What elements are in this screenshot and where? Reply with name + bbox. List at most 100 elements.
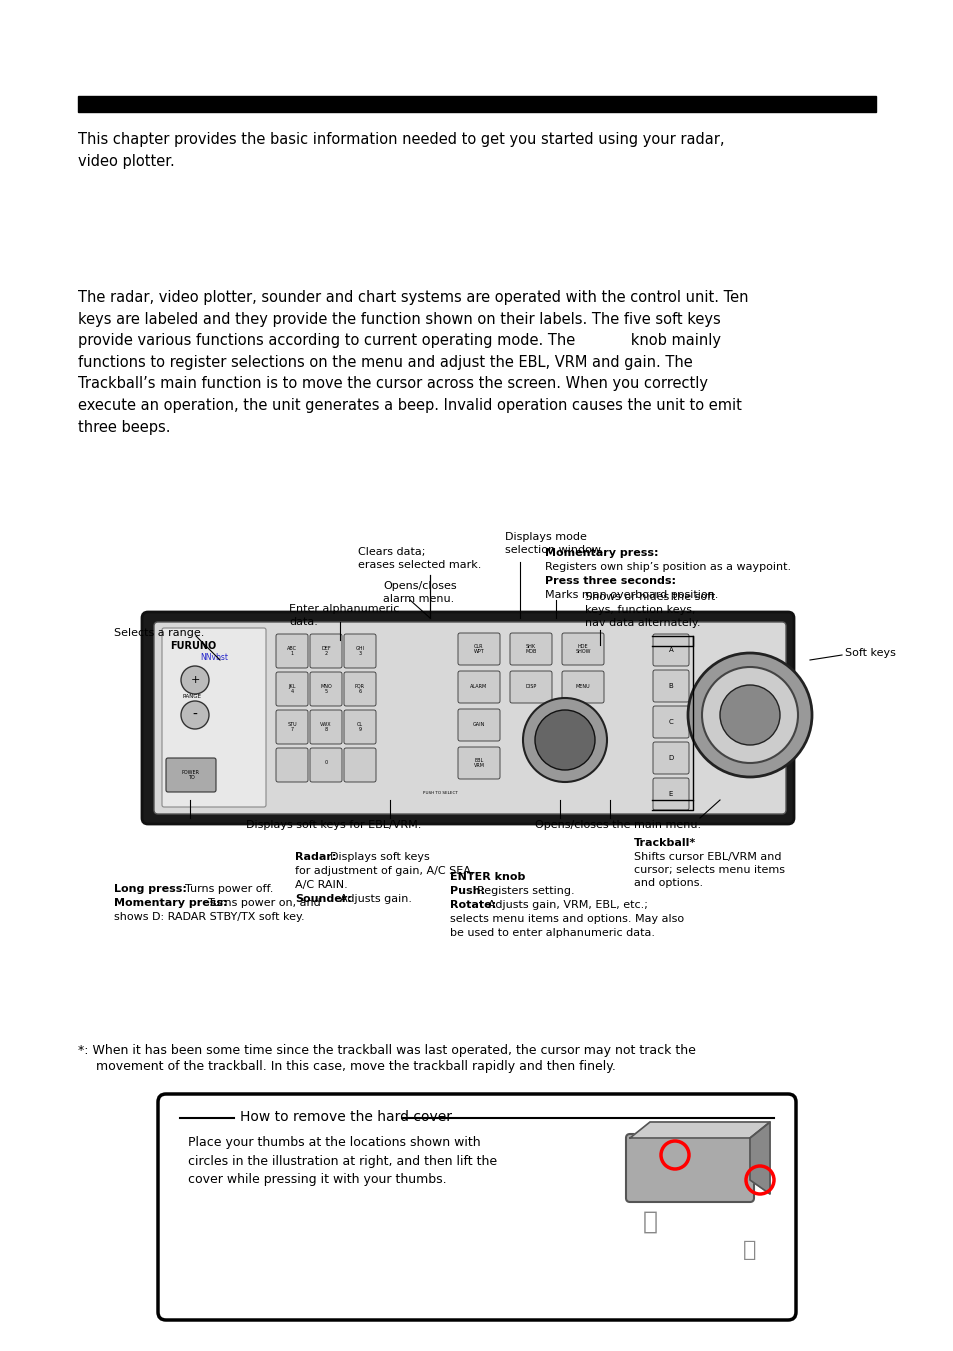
FancyBboxPatch shape	[652, 778, 688, 811]
FancyBboxPatch shape	[561, 634, 603, 665]
Circle shape	[522, 698, 606, 782]
Text: GHI
3: GHI 3	[355, 646, 364, 657]
Circle shape	[687, 653, 811, 777]
FancyBboxPatch shape	[153, 621, 785, 815]
FancyBboxPatch shape	[625, 1133, 753, 1202]
Text: Displays soft keys: Displays soft keys	[330, 852, 429, 862]
Text: Opens/closes the main menu.: Opens/closes the main menu.	[535, 820, 700, 830]
Text: GAIN: GAIN	[473, 723, 485, 727]
Text: -: -	[193, 708, 197, 721]
FancyBboxPatch shape	[457, 671, 499, 703]
FancyBboxPatch shape	[561, 671, 603, 703]
Circle shape	[701, 667, 797, 763]
Text: *: When it has been some time since the trackball was last operated, the cursor : *: When it has been some time since the …	[78, 1044, 695, 1056]
Text: PQR
6: PQR 6	[355, 684, 365, 694]
FancyBboxPatch shape	[344, 671, 375, 707]
Text: STU
7: STU 7	[287, 721, 296, 732]
Text: Turns power off.: Turns power off.	[185, 884, 274, 894]
Text: Sounder:: Sounder:	[294, 894, 352, 904]
FancyBboxPatch shape	[652, 670, 688, 703]
Text: JKL
4: JKL 4	[288, 684, 295, 694]
FancyBboxPatch shape	[457, 634, 499, 665]
Text: 0: 0	[324, 759, 327, 770]
FancyBboxPatch shape	[275, 711, 308, 744]
FancyBboxPatch shape	[510, 671, 552, 703]
Text: selects menu items and options. May also: selects menu items and options. May also	[450, 915, 683, 924]
Text: POWER
TO: POWER TO	[182, 770, 200, 781]
FancyBboxPatch shape	[275, 748, 308, 782]
Circle shape	[535, 711, 595, 770]
Text: ALARM: ALARM	[470, 685, 487, 689]
Bar	[78, 96, 875, 112]
Text: How to remove the hard cover: How to remove the hard cover	[240, 1111, 452, 1124]
Text: E: E	[668, 790, 673, 797]
Text: PUSH TO SELECT: PUSH TO SELECT	[422, 790, 456, 794]
Text: NNvbst: NNvbst	[200, 653, 228, 662]
Text: Press three seconds:: Press three seconds:	[544, 576, 676, 586]
FancyBboxPatch shape	[275, 634, 308, 667]
Text: DISP: DISP	[525, 685, 536, 689]
Circle shape	[181, 666, 209, 694]
Text: Momentary press:: Momentary press:	[544, 549, 658, 558]
Text: CL
9: CL 9	[356, 721, 363, 732]
Text: Push:: Push:	[450, 886, 484, 896]
Text: This chapter provides the basic information needed to get you started using your: This chapter provides the basic informat…	[78, 132, 723, 169]
Text: Trackball*: Trackball*	[634, 838, 696, 848]
FancyBboxPatch shape	[310, 634, 341, 667]
Text: Adjusts gain, VRM, EBL, etc.;: Adjusts gain, VRM, EBL, etc.;	[488, 900, 647, 911]
Text: Enter alphanumeric
data.: Enter alphanumeric data.	[289, 604, 399, 627]
Polygon shape	[629, 1121, 769, 1138]
Circle shape	[720, 685, 780, 744]
Text: Adjusts gain.: Adjusts gain.	[339, 894, 412, 904]
Text: Place your thumbs at the locations shown with
circles in the illustration at rig: Place your thumbs at the locations shown…	[188, 1136, 497, 1186]
FancyBboxPatch shape	[158, 1094, 795, 1320]
Text: Clears data;
erases selected mark.: Clears data; erases selected mark.	[357, 547, 481, 570]
Text: D: D	[668, 755, 673, 761]
Text: shows D: RADAR STBY/TX soft key.: shows D: RADAR STBY/TX soft key.	[113, 912, 304, 921]
Text: Radar:: Radar:	[294, 852, 336, 862]
FancyBboxPatch shape	[275, 671, 308, 707]
Text: SHK
MOB: SHK MOB	[525, 643, 537, 654]
FancyBboxPatch shape	[652, 707, 688, 738]
Text: Registers setting.: Registers setting.	[476, 886, 574, 896]
FancyBboxPatch shape	[310, 671, 341, 707]
Text: FURUNO: FURUNO	[170, 640, 216, 651]
FancyBboxPatch shape	[652, 742, 688, 774]
FancyBboxPatch shape	[344, 634, 375, 667]
Text: Marks man overboard position.: Marks man overboard position.	[544, 590, 718, 600]
Text: CLR
WPT: CLR WPT	[473, 643, 484, 654]
Text: Displays mode
selection window.: Displays mode selection window.	[504, 532, 603, 555]
Text: be used to enter alphanumeric data.: be used to enter alphanumeric data.	[450, 928, 655, 938]
Text: The radar, video plotter, sounder and chart systems are operated with the contro: The radar, video plotter, sounder and ch…	[78, 290, 748, 435]
Text: ✋: ✋	[742, 1240, 756, 1260]
Text: DEF
2: DEF 2	[321, 646, 331, 657]
FancyBboxPatch shape	[652, 634, 688, 666]
FancyBboxPatch shape	[457, 747, 499, 780]
Text: A: A	[668, 647, 673, 653]
Text: A/C RAIN.: A/C RAIN.	[294, 880, 348, 890]
Text: RANGE: RANGE	[183, 694, 202, 700]
Text: HDE
SHOW: HDE SHOW	[575, 643, 590, 654]
Text: MENU: MENU	[575, 685, 590, 689]
Text: Turns power on, and: Turns power on, and	[208, 898, 320, 908]
Text: for adjustment of gain, A/C SEA,: for adjustment of gain, A/C SEA,	[294, 866, 474, 875]
Text: MNO
5: MNO 5	[320, 684, 332, 694]
Text: Opens/closes
alarm menu.: Opens/closes alarm menu.	[382, 581, 456, 604]
Text: +: +	[190, 676, 199, 685]
Text: movement of the trackball. In this case, move the trackball rapidly and then fin: movement of the trackball. In this case,…	[96, 1061, 616, 1073]
FancyBboxPatch shape	[166, 758, 215, 792]
Text: Registers own ship’s position as a waypoint.: Registers own ship’s position as a waypo…	[544, 562, 790, 571]
Text: Selects a range.: Selects a range.	[113, 628, 204, 638]
Text: Soft keys: Soft keys	[844, 648, 895, 658]
Text: B: B	[668, 684, 673, 689]
Text: Momentary press:: Momentary press:	[113, 898, 227, 908]
Text: C: C	[668, 719, 673, 725]
Text: ABC
1: ABC 1	[287, 646, 296, 657]
Text: Displays soft keys for EBL/VRM.: Displays soft keys for EBL/VRM.	[246, 820, 421, 830]
FancyBboxPatch shape	[310, 748, 341, 782]
Circle shape	[181, 701, 209, 730]
Text: VWX
8: VWX 8	[320, 721, 332, 732]
FancyBboxPatch shape	[162, 628, 266, 807]
FancyBboxPatch shape	[344, 711, 375, 744]
Text: Long press:: Long press:	[113, 884, 187, 894]
